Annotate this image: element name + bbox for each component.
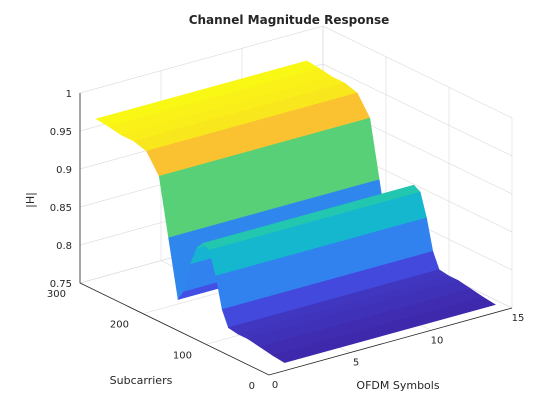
y-tick-label: 200 (110, 320, 129, 331)
y-axis-label: Subcarriers (110, 374, 173, 387)
z-tick-label: 0.8 (56, 241, 72, 252)
y-tick-label: 300 (47, 289, 66, 300)
z-tick-label: 0.95 (50, 127, 72, 138)
x-tick-label: 5 (353, 358, 359, 369)
axes-box (79, 93, 513, 376)
x-tick-label: 0 (272, 380, 278, 391)
surface-patch (271, 296, 496, 363)
surface (95, 60, 496, 363)
chart-title: Channel Magnitude Response (189, 13, 390, 27)
x-tick-label: 15 (512, 313, 525, 324)
y-tick-label: 100 (173, 350, 192, 361)
z-axis-label: |H| (24, 192, 37, 208)
z-tick-label: 0.9 (56, 165, 72, 176)
z-tick-label: 1 (66, 89, 72, 100)
x-axis-label: OFDM Symbols (356, 379, 439, 392)
z-tick-label: 0.75 (50, 279, 72, 290)
z-tick-label: 0.85 (50, 203, 72, 214)
y-tick-label: 0 (249, 381, 255, 392)
x-tick-label: 10 (431, 335, 444, 346)
axis-line (79, 93, 513, 376)
